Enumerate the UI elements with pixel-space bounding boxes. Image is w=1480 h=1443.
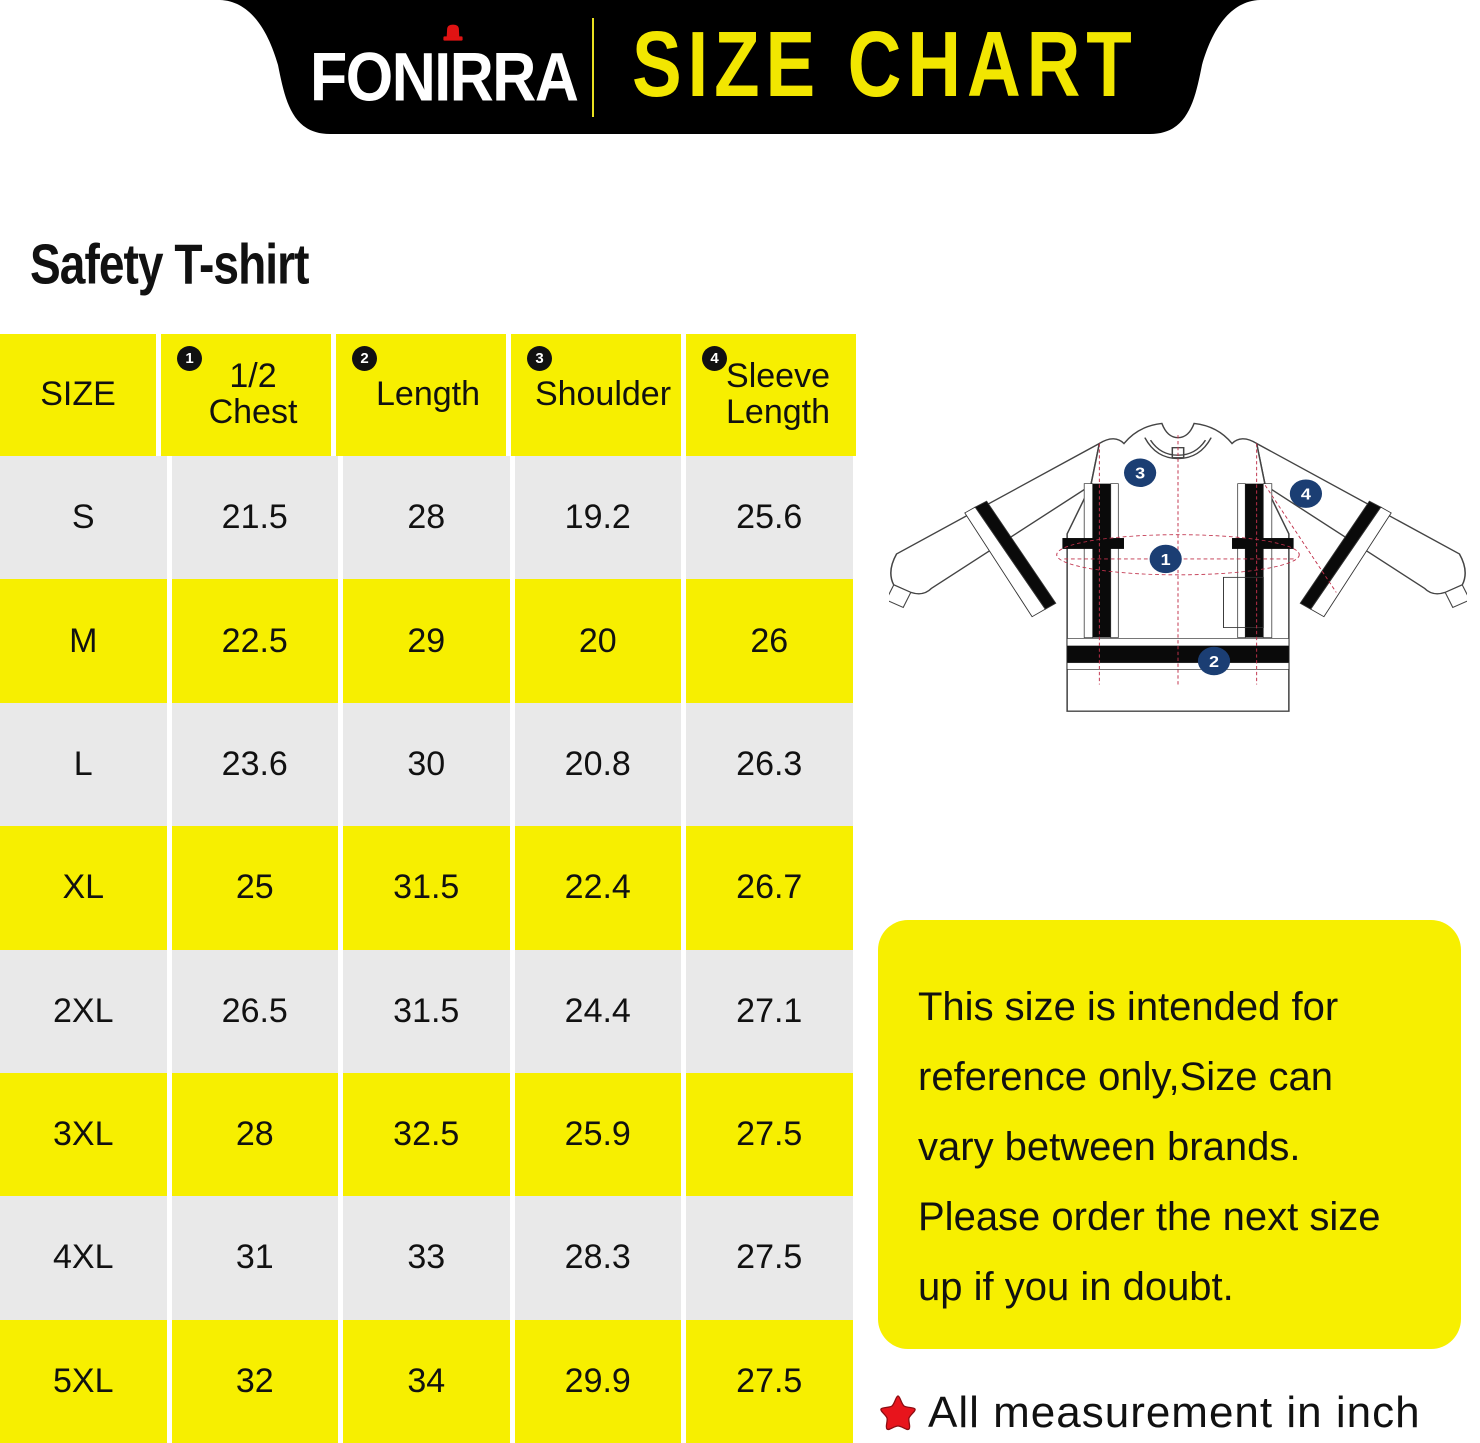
svg-text:1: 1 — [1161, 551, 1171, 569]
svg-text:2: 2 — [1209, 653, 1219, 671]
svg-text:3: 3 — [1135, 465, 1145, 483]
svg-text:4: 4 — [1301, 486, 1312, 504]
